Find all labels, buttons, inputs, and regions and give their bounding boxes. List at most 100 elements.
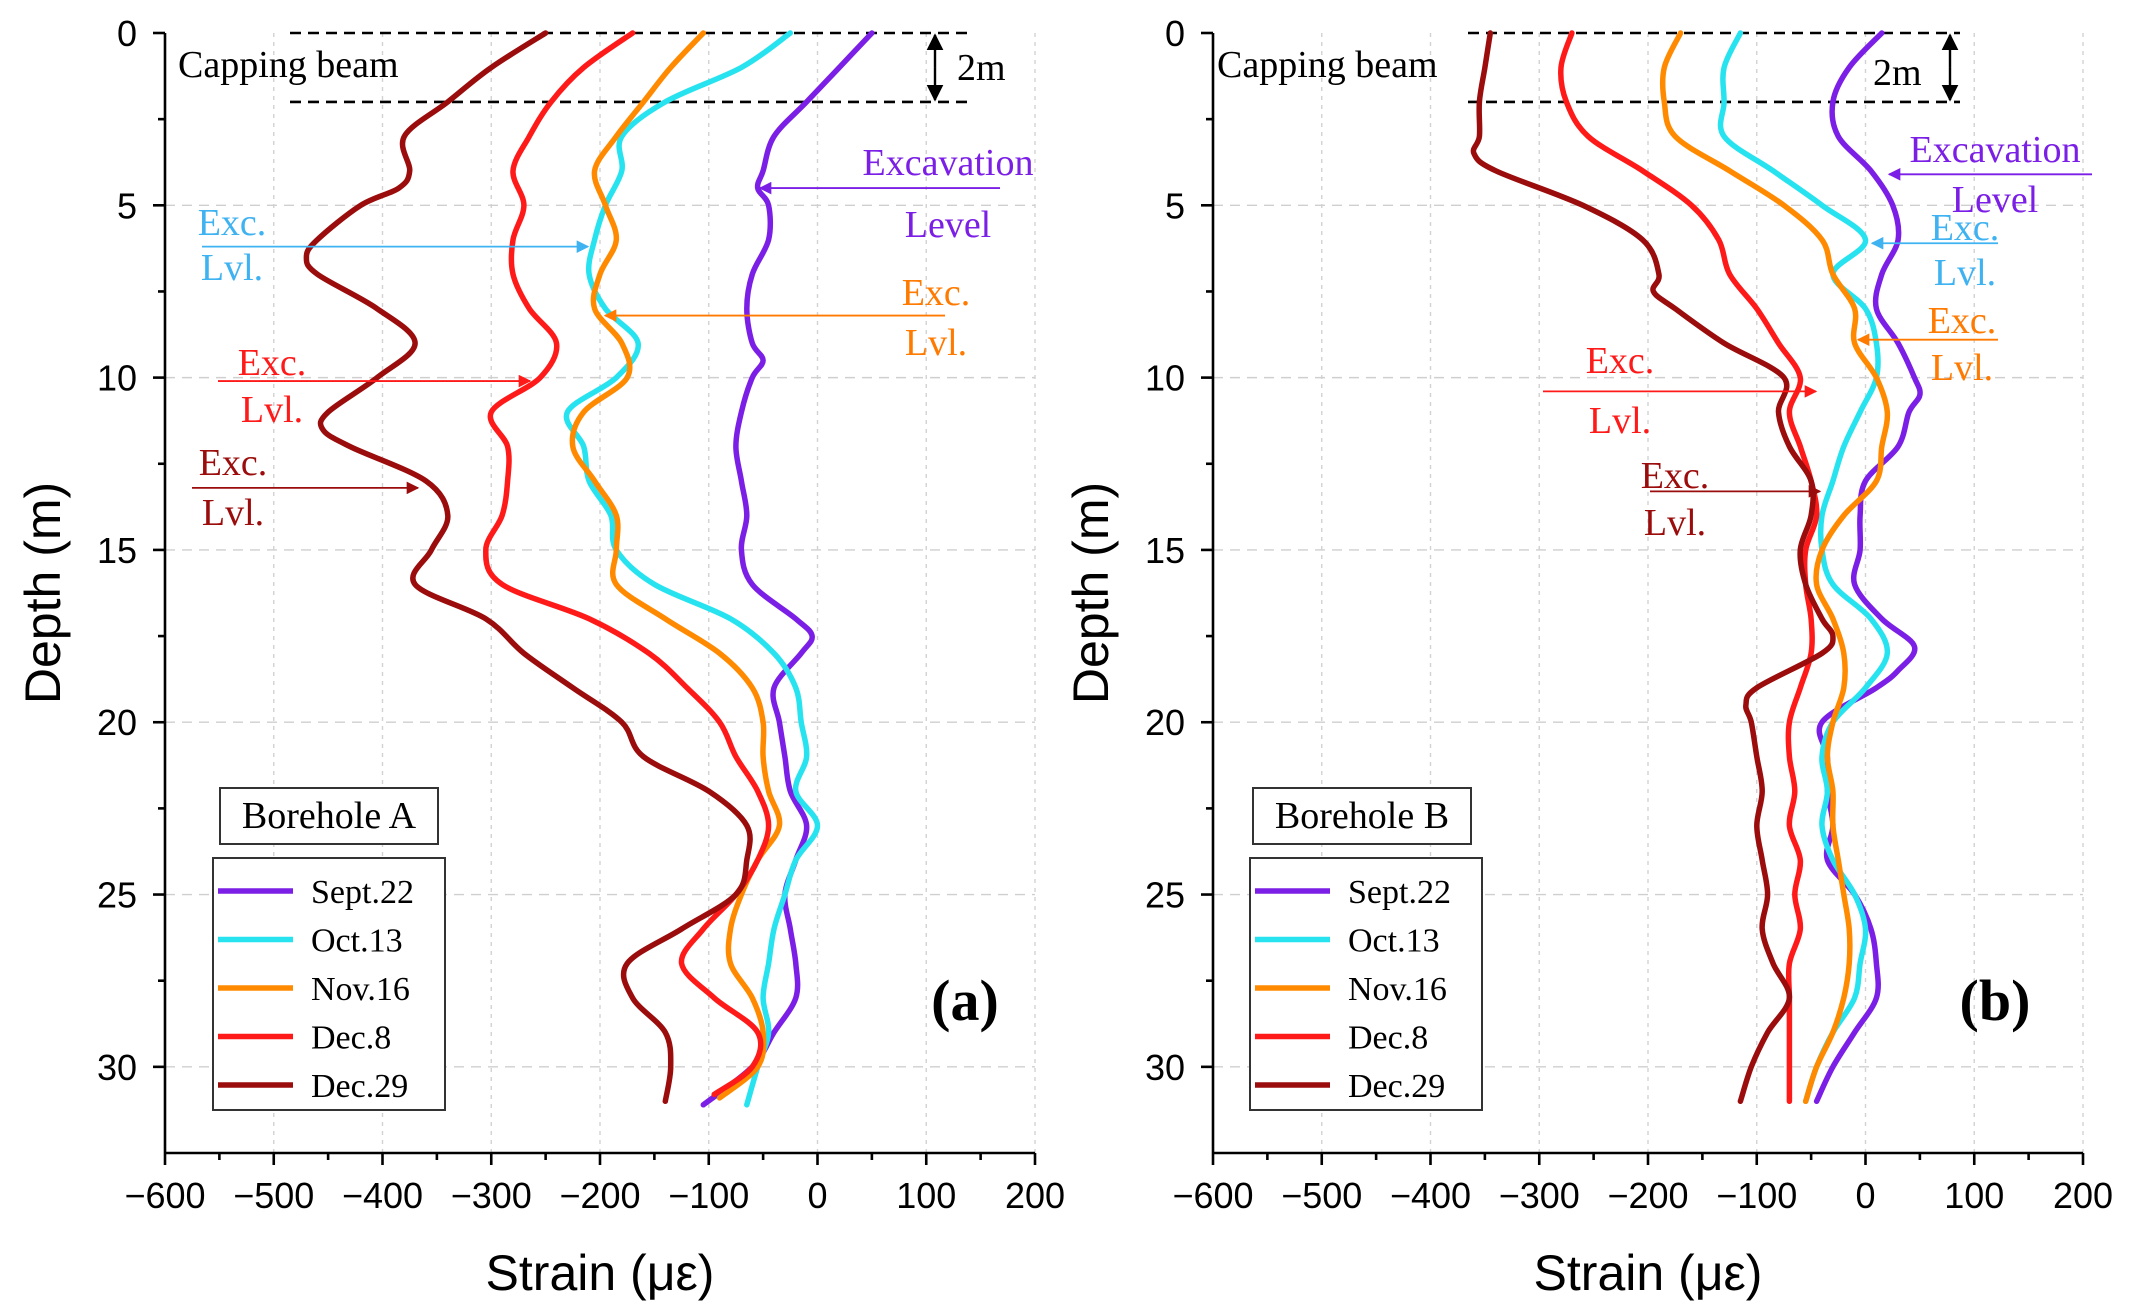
x-tick-label: 100 [896, 1175, 956, 1216]
excavation-level-text: Level [905, 204, 992, 246]
excavation-level-text: Exc. [902, 272, 971, 314]
x-tick-label: −600 [1172, 1175, 1253, 1216]
x-tick-label: −400 [342, 1175, 423, 1216]
series-line-nov-16 [1659, 30, 1891, 1105]
excavation-level-text: Lvl. [1934, 252, 1996, 294]
y-tick-label: 25 [97, 875, 137, 916]
panel-label: (a) [931, 968, 999, 1033]
x-tick-label: −100 [1716, 1175, 1797, 1216]
data-series [303, 30, 875, 1108]
excavation-level-text: Exc. [198, 202, 267, 244]
excavation-level-annotation: Exc.Lvl. [1870, 207, 2000, 294]
x-tick-label: 0 [1855, 1175, 1875, 1216]
legend-box [1249, 857, 1483, 1111]
excavation-level-annotation: Exc. Lvl. [192, 442, 420, 534]
excavation-level-text: Lvl. [202, 492, 264, 534]
y-axis-title: Depth (m) [15, 482, 71, 704]
y-tick-label: 5 [117, 185, 137, 226]
excavation-level-text: Exc. [238, 342, 307, 384]
x-tick-label: −100 [668, 1175, 749, 1216]
excavation-level-annotation: Exc. Lvl. [603, 272, 971, 364]
legend-entry-label: Dec.8 [1348, 1020, 1428, 1057]
series-line-sept-22 [1813, 30, 1923, 1105]
y-tick-label: 10 [1145, 358, 1185, 399]
x-tick-label: −500 [233, 1175, 314, 1216]
excavation-level-annotation: Exc.Lvl. [198, 202, 590, 289]
series-line-sept-22 [700, 30, 875, 1108]
x-tick-label: 0 [807, 1175, 827, 1216]
dimension-label: 2m [1873, 52, 1922, 94]
series-line-dec-8 [483, 30, 772, 1098]
y-tick-label: 15 [1145, 530, 1185, 571]
x-axis-title: Strain (με) [486, 1245, 715, 1301]
x-tick-label: −500 [1281, 1175, 1362, 1216]
legend-entry-label: Sept.22 [311, 874, 414, 911]
y-tick-label: 0 [1165, 13, 1185, 54]
y-tick-label: 0 [117, 13, 137, 54]
y-tick-label: 10 [97, 358, 137, 399]
legend-entry-label: Oct.13 [1348, 923, 1440, 960]
x-tick-label: 200 [2053, 1175, 2113, 1216]
y-tick-label: 30 [97, 1047, 137, 1088]
excavation-level-text: Excavation [863, 142, 1034, 184]
x-tick-label: 100 [1944, 1175, 2004, 1216]
legend-entry-label: Dec.29 [1348, 1068, 1445, 1105]
excavation-level-text: Exc. [1931, 207, 2000, 249]
panel-a: −600 −500 −400 −300 −200 −100 0 100 200 0 5 10 15 20 2… [15, 13, 1065, 1301]
data-series [1470, 30, 1923, 1105]
borehole-label: Borehole B [1275, 795, 1449, 837]
excavation-level-text: Exc. [1641, 455, 1710, 497]
capping-beam-label: Capping beam [1217, 44, 1438, 86]
excavation-level-text: Level [1952, 179, 2039, 221]
excavation-level-text: Lvl. [1644, 502, 1706, 544]
excavation-level-text: Exc. [1928, 300, 1997, 342]
series-line-oct-13 [1717, 30, 1891, 1105]
legend: Sept.22 Oct.13 Nov.16 Dec.8 Dec.29 [1249, 857, 1483, 1111]
borehole-label: Borehole A [242, 795, 417, 837]
x-tick-label: −600 [124, 1175, 205, 1216]
capping-beam-label: Capping beam [178, 44, 399, 86]
panel-b: −600 −500 −400 −300 −200 −100 0 100 200 0 5 10 15 20 2… [1063, 13, 2113, 1301]
y-tick-label: 30 [1145, 1047, 1185, 1088]
excavation-level-annotation: Excavation Level [1887, 129, 2092, 221]
excavation-level-text: Exc. [199, 442, 268, 484]
excavation-level-text: Lvl. [201, 247, 263, 289]
legend-entry-label: Dec.29 [311, 1068, 408, 1105]
borehole-label-box [1252, 787, 1472, 845]
series-line-dec-29 [1470, 30, 1836, 1105]
capping-beam-annotation: Capping beam 2m [178, 31, 1006, 104]
x-tick-label: 200 [1005, 1175, 1065, 1216]
y-tick-label: 5 [1165, 185, 1185, 226]
excavation-level-text: Lvl. [1589, 400, 1651, 442]
excavation-level-annotation: Exc. Lvl. [1543, 340, 1818, 442]
series-line-dec-8 [1558, 30, 1820, 1105]
legend: Sept.22 Oct.13 Nov.16 Dec.8 Dec.29 [212, 857, 446, 1111]
capping-beam-annotation: Capping beam 2m [1217, 31, 1960, 104]
excavation-level-text: Lvl. [1931, 347, 1993, 389]
y-tick-label: 25 [1145, 875, 1185, 916]
panel-label: (b) [1960, 968, 2031, 1033]
excavation-level-text: Excavation [1910, 129, 2081, 171]
excavation-level-text: Lvl. [905, 322, 967, 364]
borehole-label-box [219, 787, 439, 845]
x-tick-label: −300 [1499, 1175, 1580, 1216]
y-axis-title: Depth (m) [1063, 482, 1119, 704]
legend-entry-label: Sept.22 [1348, 874, 1451, 911]
excavation-level-text: Exc. [1586, 340, 1655, 382]
excavation-level-annotation: Exc. Lvl. [1641, 455, 1822, 544]
x-tick-label: −200 [559, 1175, 640, 1216]
excavation-level-text: Lvl. [241, 389, 303, 431]
excavation-level-annotation: Exc. Lvl. [218, 342, 532, 431]
dimension-label: 2m [957, 47, 1006, 89]
legend-box [212, 857, 446, 1111]
x-axis-title: Strain (με) [1534, 1245, 1763, 1301]
x-tick-label: −400 [1390, 1175, 1471, 1216]
x-tick-label: −300 [451, 1175, 532, 1216]
excavation-level-annotation: Exc. Lvl. [1856, 300, 1998, 389]
excavation-level-annotation: Excavation Level [758, 142, 1034, 246]
series-line-nov-16 [569, 30, 783, 1101]
series-line-dec-29 [303, 30, 753, 1105]
y-tick-label: 20 [1145, 702, 1185, 743]
legend-entry-label: Dec.8 [311, 1020, 391, 1057]
